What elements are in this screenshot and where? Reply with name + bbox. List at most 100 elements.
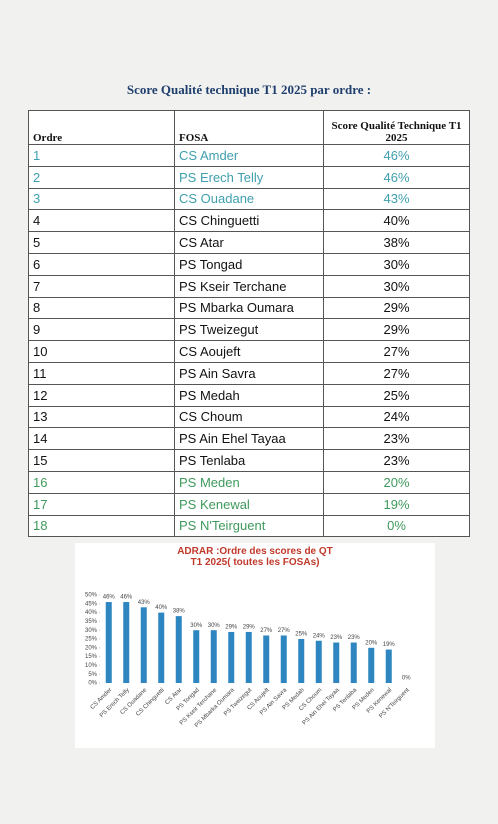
table-row: 16 PS Meden 20%	[28, 470, 470, 494]
table-cell: 0%	[323, 514, 470, 538]
bar	[123, 602, 130, 683]
table-cell: 4	[28, 209, 175, 233]
table-row: 6 PS Tongad 30%	[28, 252, 470, 276]
value-label: 46%	[103, 595, 116, 601]
bar	[193, 630, 200, 683]
y-tick-label: 35%	[85, 619, 98, 625]
table-cell: CS Atar	[174, 231, 324, 254]
table-cell: PS Mbarka Oumara	[174, 296, 324, 320]
column-header: Score Qualité Technique T1 2025	[323, 110, 470, 145]
bar	[140, 607, 147, 683]
value-label: 24%	[313, 633, 326, 639]
table-cell: PS Meden	[174, 470, 324, 494]
table-row: 7 PS Kseir Terchane 30%	[28, 274, 470, 298]
table-cell: 27%	[323, 340, 470, 363]
value-label: 46%	[120, 595, 133, 601]
table-cell: CS Chinguetti	[174, 209, 324, 233]
bar	[280, 635, 287, 683]
table-cell: 25%	[323, 383, 470, 407]
bar	[368, 647, 375, 683]
table-cell: 29%	[323, 318, 470, 342]
table-row: 4 CS Chinguetti 40%	[28, 209, 470, 233]
bar	[315, 640, 322, 683]
table-cell: 9	[28, 318, 175, 342]
value-label: 27%	[260, 628, 273, 634]
table-cell: 23%	[323, 427, 470, 451]
column-header: Ordre	[28, 110, 175, 145]
bar	[385, 649, 392, 683]
table-row: 3 CS Ouadane 43%	[28, 187, 470, 211]
value-label: 29%	[243, 625, 256, 631]
table-cell: 14	[28, 427, 175, 451]
table-row: 5 CS Atar 38%	[28, 231, 470, 254]
bar	[210, 630, 217, 683]
value-label: 30%	[208, 623, 221, 629]
table-row: 18 PS N'Teirguent 0%	[28, 514, 470, 538]
table-cell: 29%	[323, 296, 470, 320]
value-label: 25%	[295, 632, 308, 638]
table-cell: 13	[28, 405, 175, 429]
y-tick-label: 45%	[85, 601, 98, 607]
table-cell: 19%	[323, 492, 470, 516]
table-cell: CS Aoujeft	[174, 340, 324, 363]
y-tick-label: 15%	[85, 654, 98, 660]
table-cell: PS N'Teirguent	[174, 514, 324, 538]
chart-title: ADRAR :Ordre des scores de QT T1 2025( t…	[177, 546, 333, 568]
table-cell: 46%	[323, 144, 470, 167]
table-row: 2 PS Erech Telly 46%	[28, 165, 470, 189]
table-cell: 15	[28, 449, 175, 472]
table-cell: 17	[28, 492, 175, 516]
table-row: 8 PS Mbarka Oumara 29%	[28, 296, 470, 320]
y-tick-label: 50%	[85, 593, 98, 599]
value-label: 40%	[155, 605, 168, 611]
table-row: 17 PS Kenewal 19%	[28, 492, 470, 516]
table-cell: 12	[28, 383, 175, 407]
title: Score Qualité technique T1 2025 par ordr…	[126, 82, 372, 97]
table-cell: PS Erech Telly	[174, 165, 324, 189]
table-cell: 24%	[323, 405, 470, 429]
table-cell: 20%	[323, 470, 470, 494]
y-tick-label: 25%	[85, 637, 98, 643]
table-cell: 5	[28, 231, 175, 254]
table-cell: CS Choum	[174, 405, 324, 429]
value-label: 43%	[138, 600, 151, 606]
value-label: 23%	[330, 635, 343, 641]
table-cell: 23%	[323, 449, 470, 472]
table-cell: PS Kseir Terchane	[174, 274, 324, 298]
table-row: 9 PS Tweizegut 29%	[28, 318, 470, 342]
table-cell: PS Medah	[174, 383, 324, 407]
value-label: 0%	[402, 676, 411, 682]
table-cell: 30%	[323, 274, 470, 298]
table-cell: 46%	[323, 165, 470, 189]
table-cell: 43%	[323, 187, 470, 211]
table-cell: 7	[28, 274, 175, 298]
table-cell: PS Tenlaba	[174, 449, 324, 472]
table-cell: 6	[28, 252, 175, 276]
table-cell: 2	[28, 165, 175, 189]
table-cell: 27%	[323, 361, 470, 385]
column-header: FOSA	[174, 110, 324, 145]
table-cell: PS Tweizegut	[174, 318, 324, 342]
y-tick-label: 10%	[85, 663, 98, 669]
table-cell: 10	[28, 340, 175, 363]
table-cell: CS Amder	[174, 144, 324, 167]
table-row: 11 PS Ain Savra 27%	[28, 361, 470, 385]
table-cell: 38%	[323, 231, 470, 254]
table-cell: PS Tongad	[174, 252, 324, 276]
table-cell: CS Ouadane	[174, 187, 324, 211]
value-label: 38%	[173, 609, 186, 615]
chart-svg: 0%5%10%15%20%25%30%35%40%45%50% 46%CS Amd…	[85, 593, 411, 729]
table-cell: 8	[28, 296, 175, 320]
table-cell: 16	[28, 470, 175, 494]
table-row: 10 CS Aoujeft 27%	[28, 340, 470, 363]
bar	[175, 616, 182, 683]
table-cell: 18	[28, 514, 175, 538]
bar	[158, 612, 165, 683]
y-tick-label: 40%	[85, 610, 98, 616]
value-label: 29%	[225, 625, 238, 631]
table-cell: 3	[28, 187, 175, 211]
table-cell: PS Kenewal	[174, 492, 324, 516]
y-tick-label: 30%	[85, 628, 98, 634]
chart: ADRAR :Ordre des scores de QT T1 2025( t…	[75, 543, 435, 748]
table-row: 15 PS Tenlaba 23%	[28, 449, 470, 472]
